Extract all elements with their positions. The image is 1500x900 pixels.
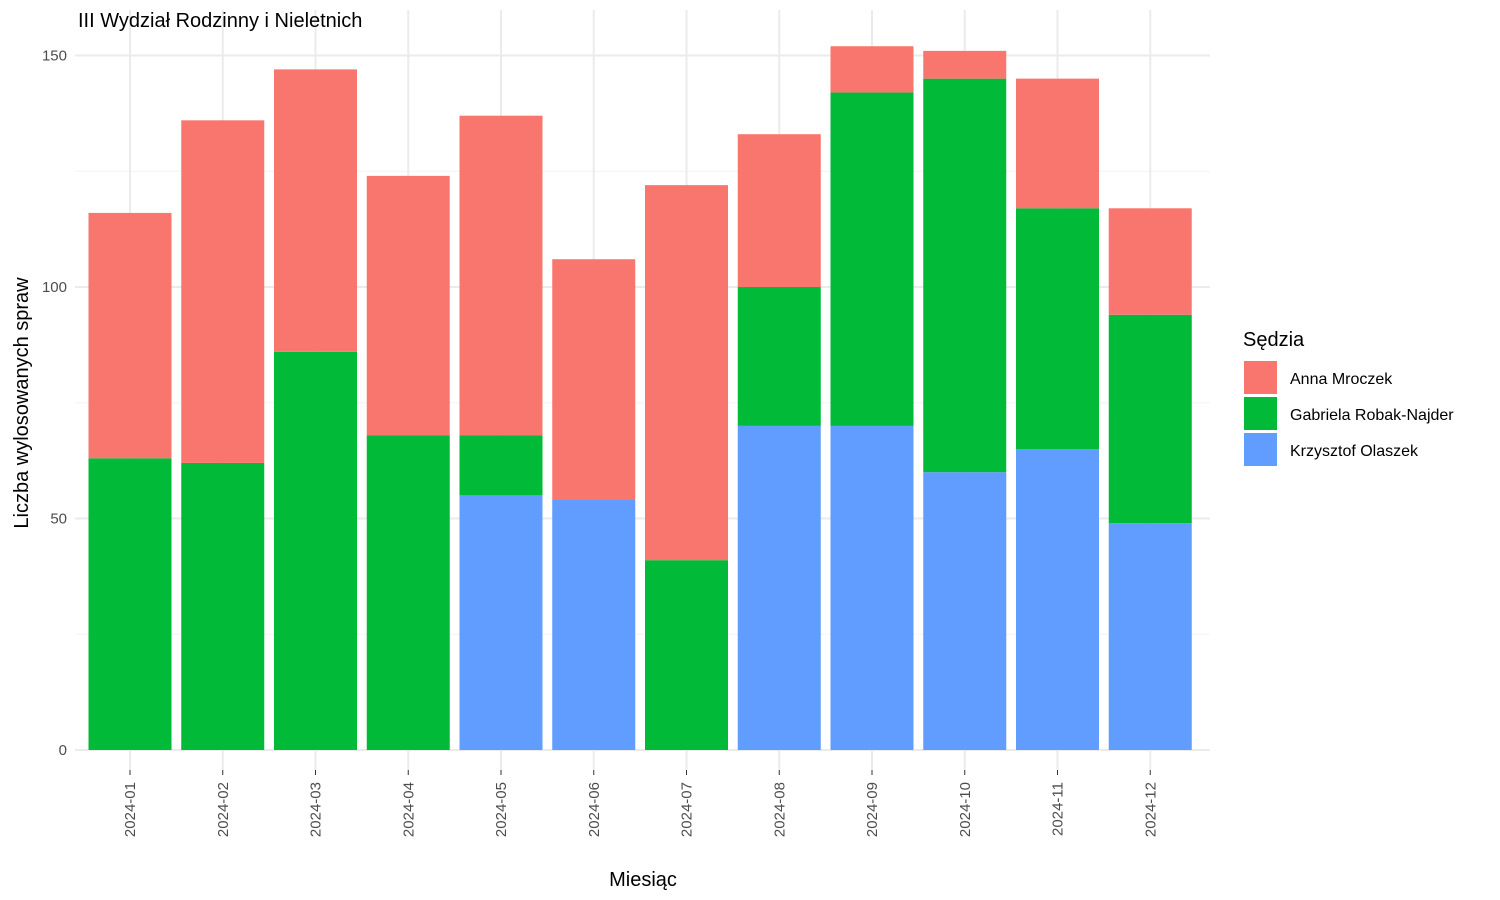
- bars: [88, 46, 1192, 750]
- bar-segment: [181, 120, 265, 463]
- bar-segment: [459, 115, 543, 436]
- bar-segment: [366, 175, 450, 436]
- bar-segment: [830, 46, 914, 93]
- bar-segment: [366, 435, 450, 750]
- x-tick-label: 2024-11: [1050, 782, 1067, 836]
- legend-label: Anna Mroczek: [1290, 371, 1393, 388]
- y-tick-label: 50: [50, 511, 67, 528]
- bar-segment: [88, 458, 172, 750]
- x-tick-label: 2024-04: [400, 782, 417, 837]
- y-tick-label: 0: [59, 742, 67, 759]
- legend: Sędzia Anna Mroczek Gabriela Robak-Najder…: [1243, 329, 1454, 466]
- x-axis-title: Miesiąc: [609, 869, 677, 891]
- x-tick-label: 2024-09: [864, 782, 881, 837]
- bar-segment: [274, 69, 357, 352]
- x-tick-label: 2024-03: [308, 782, 325, 837]
- bar-segment: [923, 78, 1007, 473]
- bar-segment: [1108, 314, 1192, 524]
- legend-items: Anna Mroczek Gabriela Robak-Najder Krzyszt…: [1244, 361, 1454, 466]
- x-tick-label: 2024-01: [122, 782, 139, 837]
- legend-swatch: [1244, 361, 1277, 394]
- chart-title: III Wydział Rodzinny i Nieletnich: [78, 10, 362, 32]
- bar-segment: [830, 425, 914, 750]
- x-tick-label: 2024-08: [771, 782, 788, 837]
- legend-swatch: [1244, 433, 1277, 466]
- bar-segment: [645, 560, 728, 750]
- bar-segment: [1016, 449, 1099, 750]
- bar-segment: [1108, 523, 1192, 750]
- legend-label: Krzysztof Olaszek: [1290, 443, 1419, 460]
- legend-label: Gabriela Robak-Najder: [1290, 407, 1454, 424]
- x-axis-ticks: 2024-01 2024-02 2024-03 2024-04 2024-05 2024-…: [122, 770, 1159, 837]
- x-tick-label: 2024-05: [493, 782, 510, 837]
- bar-segment: [274, 351, 357, 750]
- y-tick-label: 100: [42, 279, 67, 296]
- bar-segment: [645, 185, 728, 561]
- y-axis-ticks: 0 50 100 150: [42, 48, 67, 760]
- x-tick-label: 2024-10: [957, 782, 974, 837]
- bar-segment: [459, 435, 543, 496]
- y-axis-title: Liczba wylosowanych spraw: [11, 277, 33, 529]
- bar-segment: [1108, 208, 1192, 315]
- y-tick-label: 150: [42, 48, 67, 65]
- bar-segment: [923, 50, 1007, 79]
- x-tick-label: 2024-06: [586, 782, 603, 837]
- bar-segment: [737, 425, 821, 750]
- legend-title: Sędzia: [1243, 329, 1305, 351]
- bar-segment: [459, 495, 543, 750]
- bar-segment: [552, 259, 636, 500]
- x-tick-label: 2024-02: [215, 782, 232, 837]
- x-tick-label: 2024-12: [1142, 782, 1159, 837]
- bar-segment: [88, 212, 172, 459]
- bar-segment: [181, 462, 265, 750]
- bar-segment: [737, 287, 821, 426]
- bar-segment: [923, 472, 1007, 750]
- bar-segment: [1016, 208, 1099, 450]
- bar-segment: [552, 499, 636, 750]
- bar-segment: [737, 134, 821, 287]
- bar-segment: [830, 92, 914, 426]
- x-tick-label: 2024-07: [679, 782, 696, 837]
- bar-segment: [1016, 78, 1099, 209]
- legend-swatch: [1244, 397, 1277, 430]
